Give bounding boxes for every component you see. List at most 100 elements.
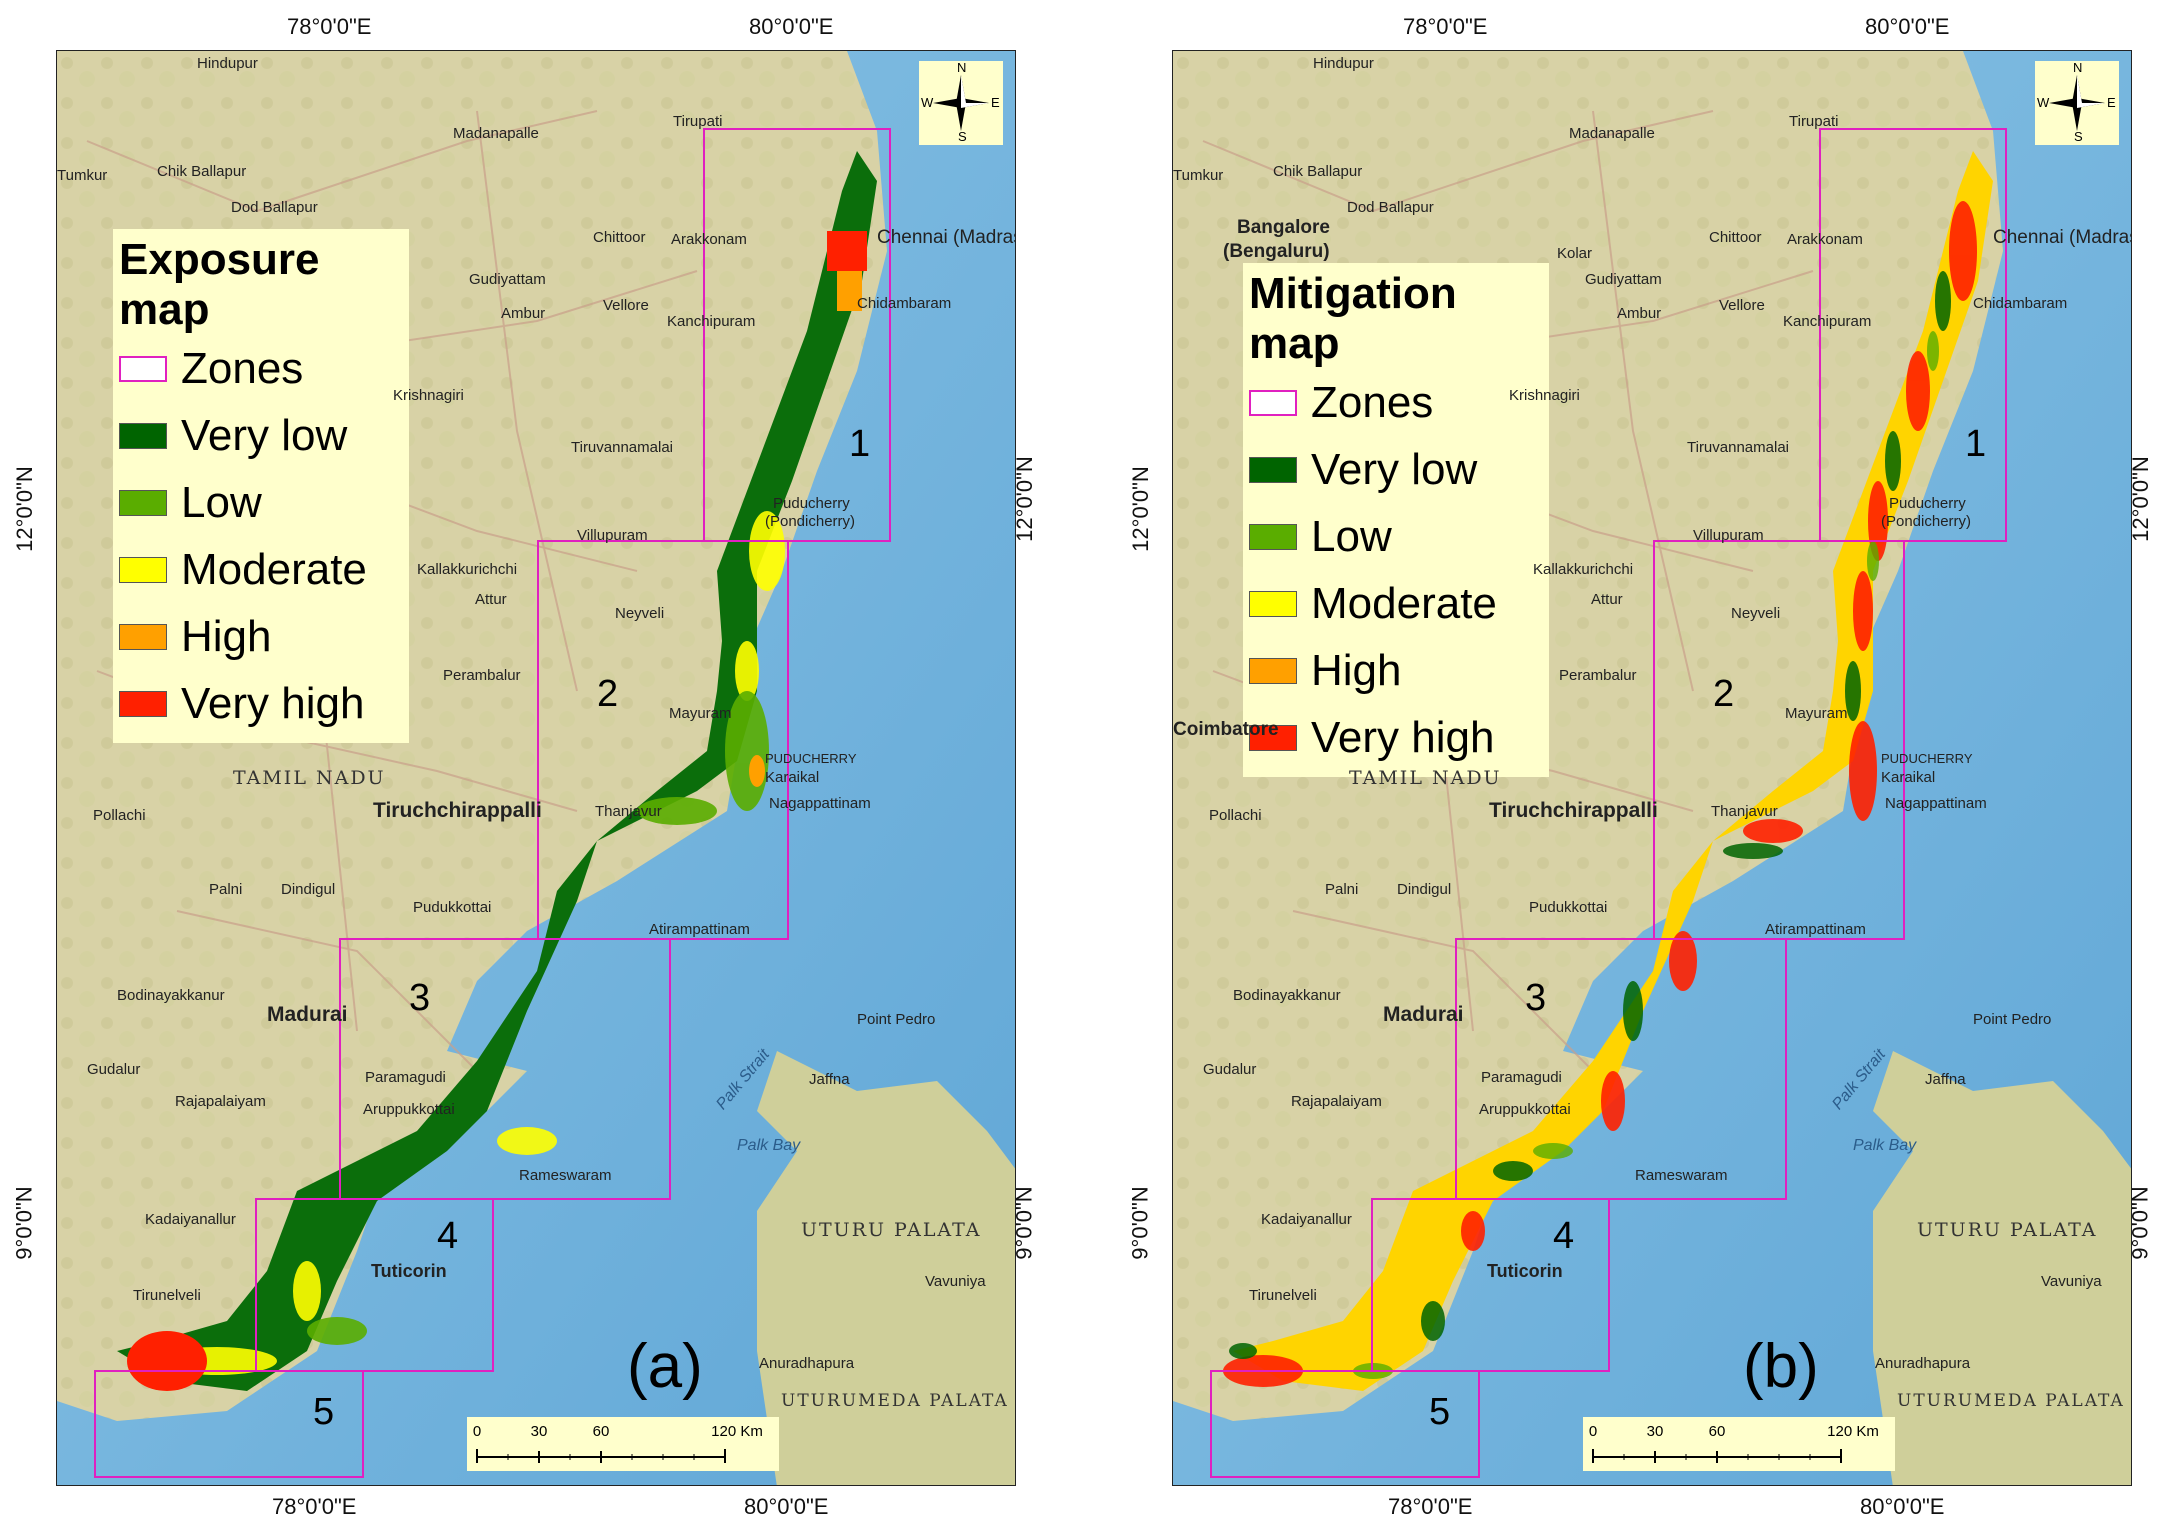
legend-swatch <box>1249 590 1297 617</box>
lat-label-left: 12°0'0"N <box>1127 466 1153 552</box>
place-label: (Pondicherry) <box>765 513 856 530</box>
legend-label: Low <box>1311 511 1392 561</box>
legend-item: Very high <box>1249 704 1541 771</box>
legend-item: Low <box>1249 503 1541 570</box>
strip-high-patches <box>127 231 867 1391</box>
compass-n: N <box>957 60 967 75</box>
place-label: Ambur <box>1617 305 1662 322</box>
compass-rose: N S E W <box>919 60 1003 145</box>
lon-label-bottom: 80°0'0"E <box>744 1494 829 1519</box>
legend-item: Very high <box>119 670 401 737</box>
place-label: Karaikal <box>1881 769 1936 786</box>
map-frame: Mitigation map Zones Very low Low Modera… <box>1172 50 2132 1486</box>
compass-w: W <box>921 95 934 110</box>
place-label: Puducherry <box>1889 495 1966 512</box>
basemap <box>57 51 1015 1485</box>
place-label: Mayuram <box>1785 705 1848 722</box>
zone-number: 3 <box>1525 977 1547 1019</box>
legend-swatch <box>1249 389 1297 416</box>
place-label: Attur <box>1591 591 1623 608</box>
place-label: Point Pedro <box>1973 1011 2052 1028</box>
scale-bar: 0 30 60 120 Km <box>1583 1417 1895 1471</box>
place-label: Atirampattinam <box>649 921 750 938</box>
srilanka-land <box>1873 1051 2131 1485</box>
place-label: Tirunelveli <box>133 1287 201 1304</box>
legend-swatch <box>1249 724 1297 751</box>
zone-number: 5 <box>1429 1391 1451 1433</box>
legend: Exposure map Zones Very low Low Moderate… <box>113 229 409 743</box>
legend-item: Very low <box>119 402 401 469</box>
place-label: Anuradhapura <box>1875 1355 1971 1372</box>
place-label: Mayuram <box>669 705 732 722</box>
place-label: Vavuniya <box>2041 1273 2102 1290</box>
place-label: (Bengaluru) <box>1223 241 1330 262</box>
place-label: Karaikal <box>765 769 820 786</box>
compass-e: E <box>991 95 1000 110</box>
place-label: Hindupur <box>197 55 258 72</box>
place-label: Hindupur <box>1313 55 1374 72</box>
scale-tick: 120 Km <box>711 1423 763 1440</box>
place-label: Puducherry <box>773 495 850 512</box>
place-label: Tiruchchirappalli <box>373 799 542 822</box>
water-label: Palk Bay <box>1853 1137 1917 1154</box>
scale-bar: 0 30 60 120 Km <box>467 1417 779 1471</box>
legend-label: Very low <box>181 410 348 460</box>
place-label: Chidambaram <box>857 295 952 312</box>
place-label: Perambalur <box>443 667 521 684</box>
zone-number: 3 <box>409 977 431 1019</box>
place-label: Tuticorin <box>371 1261 447 1281</box>
place-label: Bodinayakkanur <box>1233 987 1341 1004</box>
scale-tick: 0 <box>1588 1423 1598 1440</box>
place-label: Kallakkurichchi <box>417 561 518 578</box>
legend-swatch <box>119 623 167 650</box>
place-label: Chittoor <box>593 229 646 246</box>
zone-boxes <box>1210 128 2007 1478</box>
place-label: Villupuram <box>1693 527 1764 544</box>
region-label: TAMIL NADU <box>233 767 386 789</box>
legend-title: Exposure map <box>119 235 320 334</box>
legend-label: High <box>1311 645 1402 695</box>
place-label: Dod Ballapur <box>231 199 318 216</box>
place-label: Neyveli <box>1731 605 1781 622</box>
lat-label-right: 9°0'0"N <box>2127 1186 2153 1260</box>
legend-swatch <box>119 489 167 516</box>
place-label: Atirampattinam <box>1765 921 1866 938</box>
strip-very-low-patches <box>1229 271 1951 1359</box>
place-label: Kolar <box>1557 245 1593 262</box>
place-label: Tuticorin <box>1487 1261 1563 1281</box>
place-label: Vellore <box>1719 297 1765 314</box>
lat-label-left: 12°0'0"N <box>11 466 37 552</box>
place-label: Pollachi <box>1209 807 1262 824</box>
place-label: Madanapalle <box>453 125 539 142</box>
legend-label: Zones <box>1311 377 1434 427</box>
place-label: Tiruvannamalai <box>571 439 673 456</box>
legend: Mitigation map Zones Very low Low Modera… <box>1243 263 1549 777</box>
lon-label-bottom: 80°0'0"E <box>1860 1494 1945 1519</box>
lat-label-left: 9°0'0"N <box>1127 1186 1153 1260</box>
legend-swatch <box>1249 523 1297 550</box>
place-label: Arakkonam <box>671 231 747 248</box>
lon-label-top: 78°0'0"E <box>1403 14 1488 39</box>
place-label: Kadaiyanallur <box>145 1211 236 1228</box>
strip-very-high-patches <box>1223 201 1977 1387</box>
lon-label-bottom: 78°0'0"E <box>1388 1494 1473 1519</box>
legend-title: Mitigation map <box>1249 269 1457 368</box>
legend-label: Very low <box>1311 444 1478 494</box>
place-label: Chik Ballapur <box>1273 163 1363 180</box>
place-label: Madurai <box>267 1003 348 1026</box>
region-label: UTURU PALATA <box>801 1219 982 1241</box>
place-label: Tumkur <box>1173 167 1224 184</box>
panel-label: (b) <box>1743 1332 1819 1401</box>
place-label: (Pondicherry) <box>1881 513 1972 530</box>
place-label: Paramagudi <box>365 1069 446 1086</box>
region-label: TAMIL NADU <box>1349 767 1502 789</box>
place-label: Palni <box>209 881 243 898</box>
legend-swatch <box>119 556 167 583</box>
place-label: Tirupati <box>673 113 723 130</box>
place-label: Bangalore <box>1237 217 1330 238</box>
place-label: Gudiyattam <box>1585 271 1662 288</box>
panel-label: (a) <box>627 1332 703 1401</box>
place-label: Jaffna <box>1925 1071 1966 1088</box>
zone-number: 4 <box>1553 1215 1575 1257</box>
place-label: Nagappattinam <box>1885 795 1987 812</box>
